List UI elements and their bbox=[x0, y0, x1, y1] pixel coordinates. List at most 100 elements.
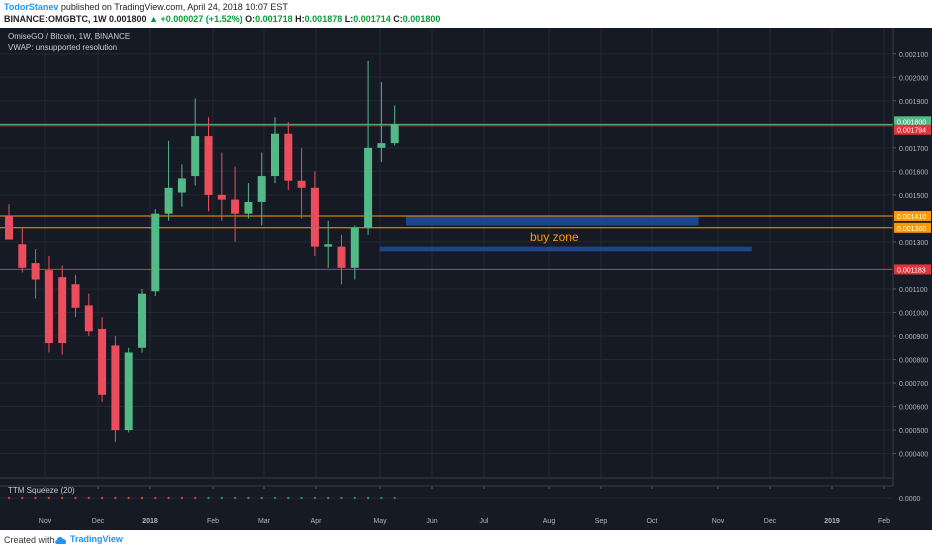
squeeze-dot bbox=[180, 496, 184, 500]
y-tick-label: 0.001500 bbox=[899, 193, 928, 200]
squeeze-dot bbox=[34, 496, 37, 500]
x-tick-label: Dec bbox=[92, 518, 105, 525]
candle-body bbox=[364, 147, 373, 228]
x-tick-label: 2018 bbox=[142, 518, 158, 525]
squeeze-dot bbox=[100, 496, 104, 500]
y-tick-label: 0.001900 bbox=[899, 99, 928, 106]
squeeze-dot bbox=[273, 496, 277, 500]
y-tick-label: 0.001100 bbox=[899, 287, 928, 294]
squeeze-dot bbox=[380, 496, 383, 500]
x-tick-label: Jul bbox=[480, 518, 489, 525]
tradingview-cloud-icon bbox=[55, 536, 67, 544]
squeeze-dot bbox=[247, 496, 250, 500]
published-text: published on TradingView.com, April 24, … bbox=[60, 2, 288, 12]
x-tick-label: Dec bbox=[764, 518, 777, 525]
squeeze-dot bbox=[327, 496, 330, 500]
open-label: O: bbox=[245, 14, 256, 24]
y-tick-label: 0.001300 bbox=[899, 240, 928, 247]
squeeze-dot bbox=[127, 496, 130, 500]
price-change: +0.000027 (+1.52%) bbox=[160, 14, 243, 24]
squeeze-dot bbox=[340, 496, 343, 500]
x-tick-label: Jun bbox=[426, 518, 437, 525]
candle-body bbox=[297, 180, 306, 188]
high-value: 0.001878 bbox=[304, 14, 343, 24]
vwap-status: VWAP: unsupported resolution bbox=[8, 43, 118, 52]
y-tick-label: 0.002100 bbox=[899, 52, 928, 59]
indicator-label: TTM Squeeze (20) bbox=[8, 486, 75, 495]
buy-zone-label: buy zone bbox=[530, 230, 579, 244]
x-tick-label: Oct bbox=[647, 518, 658, 525]
x-tick-label: May bbox=[373, 518, 387, 525]
price-tag-label: 0.001360 bbox=[897, 226, 926, 233]
candle-body bbox=[324, 244, 333, 247]
squeeze-dot bbox=[7, 496, 11, 500]
x-tick-label: Feb bbox=[207, 518, 219, 525]
price-tag-label: 0.001800 bbox=[897, 119, 926, 126]
symbol-label: BINANCE:OMGBTC, 1W bbox=[4, 14, 107, 24]
tradingview-brand: TradingView bbox=[70, 534, 123, 544]
candle-body bbox=[284, 133, 293, 181]
candle-body bbox=[337, 246, 346, 268]
candle-body bbox=[257, 176, 266, 202]
candle-body bbox=[138, 293, 146, 348]
x-tick-label: Aug bbox=[543, 518, 556, 525]
y-tick-label: 0.000800 bbox=[899, 358, 928, 365]
squeeze-dot bbox=[21, 496, 24, 500]
squeeze-dot bbox=[353, 496, 356, 500]
price-tag-label: 0.001410 bbox=[897, 214, 926, 221]
x-tick-label: Mar bbox=[258, 518, 271, 525]
candle-body bbox=[204, 136, 213, 195]
price-tag-label: 0.001183 bbox=[897, 267, 926, 274]
up-triangle-icon: ▲ bbox=[149, 14, 158, 24]
y-tick-label: 0.000900 bbox=[899, 334, 928, 341]
chart-canvas[interactable]: Nov Dec 2018 Feb Mar Apr May Jun Jul Aug Sep Oct Nov… bbox=[0, 28, 932, 530]
candle-body bbox=[71, 284, 80, 308]
price-tag bbox=[894, 124, 931, 135]
squeeze-dot bbox=[366, 496, 370, 500]
low-value: 0.001714 bbox=[353, 14, 391, 24]
candle-body bbox=[350, 227, 359, 268]
candle-body bbox=[98, 328, 107, 395]
buy-zone bbox=[406, 216, 699, 226]
squeeze-dot bbox=[233, 496, 237, 500]
y-tick-label: 0.000600 bbox=[899, 405, 928, 412]
candle-body bbox=[217, 194, 226, 200]
tradingview-logo[interactable]: TradingView bbox=[54, 534, 123, 545]
price-tag bbox=[894, 222, 931, 233]
close-value: 0.001800 bbox=[402, 14, 441, 24]
chart-legend: OmiseGO / Bitcoin, 1W, BINANCE VWAP: uns… bbox=[8, 31, 130, 53]
squeeze-dot bbox=[194, 496, 197, 500]
x-tick-label: Apr bbox=[311, 518, 323, 525]
squeeze-dot bbox=[287, 496, 290, 500]
candle-body bbox=[44, 270, 53, 344]
candle-body bbox=[231, 199, 240, 214]
squeeze-dot bbox=[207, 496, 210, 500]
indicator-value: 0.0000 bbox=[899, 496, 921, 503]
candle-body bbox=[151, 213, 160, 292]
candle-body bbox=[310, 187, 319, 247]
candle-body bbox=[177, 178, 186, 193]
candle-body bbox=[271, 133, 279, 177]
squeeze-dot bbox=[220, 496, 223, 500]
candle-body bbox=[191, 136, 200, 177]
y-tick-label: 0.002000 bbox=[899, 75, 928, 82]
footer: Created with TradingView bbox=[0, 530, 932, 550]
chart-panel[interactable]: Nov Dec 2018 Feb Mar Apr May Jun Jul Aug Sep Oct Nov… bbox=[0, 28, 932, 530]
candle-body bbox=[84, 305, 93, 332]
author-link[interactable]: TodorStanev bbox=[4, 2, 59, 12]
x-tick-label: Nov bbox=[712, 518, 725, 525]
y-tick-label: 0.001700 bbox=[899, 146, 928, 153]
x-tick-label: Nov bbox=[39, 518, 52, 525]
x-tick-label: Sep bbox=[595, 518, 608, 525]
ohlc-line: BINANCE:OMGBTC, 1W 0.001800 ▲ +0.000027 … bbox=[4, 14, 440, 24]
squeeze-dot bbox=[313, 496, 317, 500]
last-price: 0.001800 bbox=[109, 14, 147, 24]
y-tick-label: 0.000500 bbox=[899, 428, 928, 435]
x-tick-label: 2019 bbox=[824, 518, 840, 525]
buy-zone bbox=[379, 246, 752, 252]
squeeze-dot bbox=[260, 496, 263, 500]
squeeze-dot bbox=[167, 496, 170, 500]
created-with-text: Created with bbox=[4, 535, 55, 545]
y-tick-label: 0.000400 bbox=[899, 452, 928, 459]
squeeze-dot bbox=[300, 496, 303, 500]
